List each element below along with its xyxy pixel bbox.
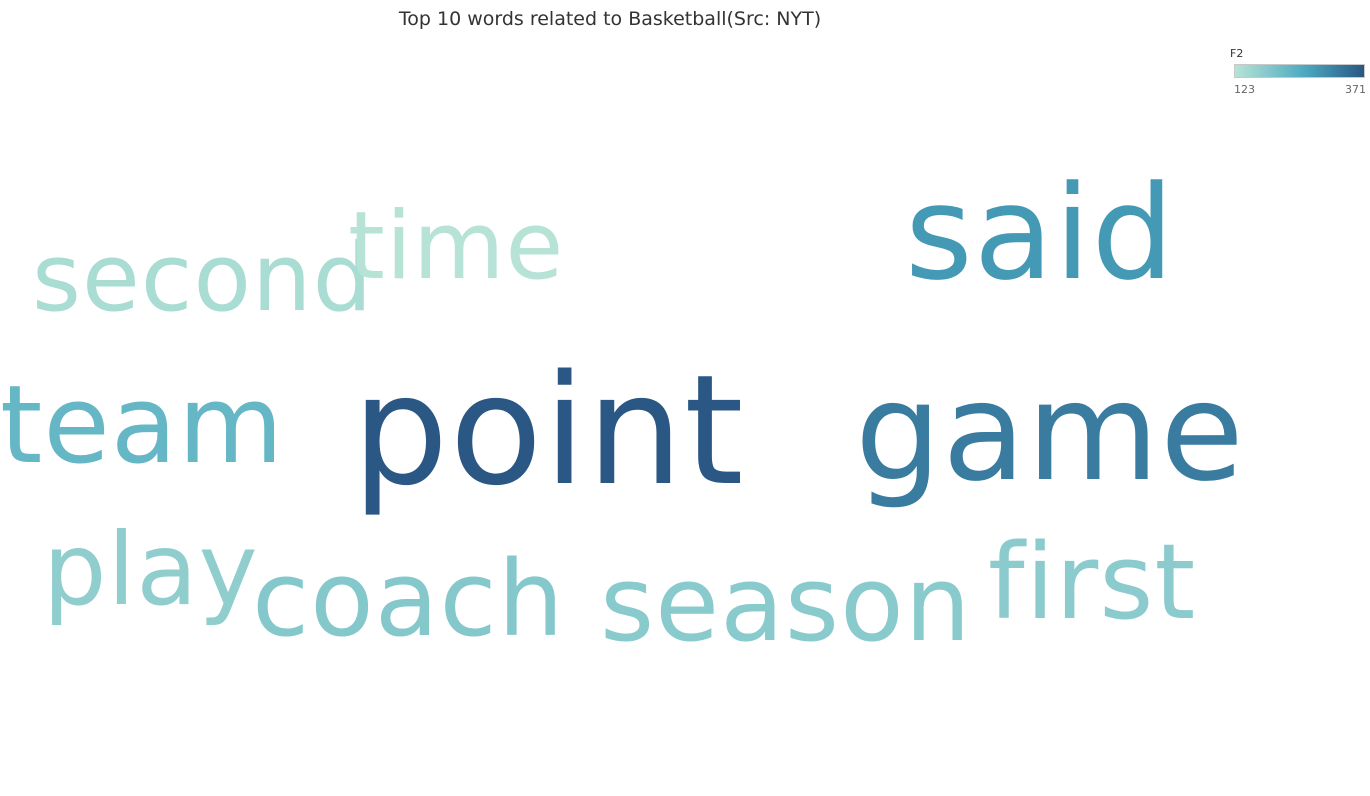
color-legend: F2 123 371 xyxy=(1230,47,1366,97)
legend-title: F2 xyxy=(1230,47,1244,60)
word-game[interactable]: game xyxy=(855,354,1245,512)
word-play[interactable]: play xyxy=(43,511,259,628)
word-team[interactable]: team xyxy=(0,363,285,488)
legend-max-label: 371 xyxy=(1345,83,1366,96)
word-coach[interactable]: coach xyxy=(252,538,565,660)
word-first[interactable]: first xyxy=(988,521,1197,643)
word-time[interactable]: time xyxy=(348,192,565,301)
word-point[interactable]: point xyxy=(352,342,745,519)
chart-title: Top 10 words related to Basketball(Src: … xyxy=(398,8,822,30)
legend-min-label: 123 xyxy=(1234,83,1255,96)
legend-color-ramp xyxy=(1234,64,1365,78)
word-said[interactable]: said xyxy=(905,157,1176,309)
word-season[interactable]: season xyxy=(600,543,972,665)
word-second[interactable]: second xyxy=(32,224,374,333)
